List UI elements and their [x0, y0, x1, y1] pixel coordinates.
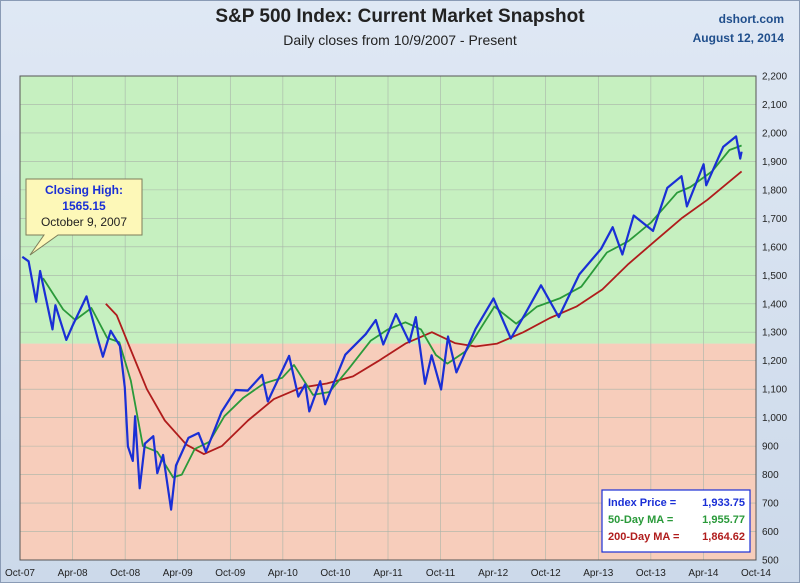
- source-block: dshort.com August 12, 2014: [693, 10, 784, 48]
- x-tick-label: Apr-13: [583, 568, 613, 579]
- callout-title: Closing High:: [45, 183, 123, 197]
- legend-label-50-day-ma: 50-Day MA =: [608, 514, 673, 526]
- y-tick-label: 1,200: [762, 356, 787, 367]
- y-tick-label: 500: [762, 556, 779, 567]
- x-tick-label: Oct-07: [5, 568, 35, 579]
- x-tick-label: Apr-11: [373, 568, 403, 579]
- y-tick-label: 1,800: [762, 185, 787, 196]
- x-tick-label: Apr-12: [478, 568, 508, 579]
- y-tick-label: 1,400: [762, 299, 787, 310]
- axes: 500 600 700 800 900 1,000 1,100 1,200 1,300 1,400…: [5, 72, 787, 580]
- y-tick-label: 2,000: [762, 128, 787, 139]
- x-tick-label: Apr-14: [688, 568, 718, 579]
- legend-label-200-day-ma: 200-Day MA =: [608, 531, 679, 543]
- y-tick-label: 1,700: [762, 214, 787, 225]
- y-tick-label: 1,900: [762, 157, 787, 168]
- x-tick-label: Apr-09: [163, 568, 193, 579]
- x-tick-label: Oct-10: [320, 568, 350, 579]
- legend-box: [601, 489, 751, 553]
- source-site: dshort.com: [718, 12, 784, 26]
- x-tick-label: Oct-14: [741, 568, 771, 579]
- chart-subtitle: Daily closes from 10/9/2007 - Present: [283, 32, 517, 48]
- y-tick-label: 1,600: [762, 242, 787, 253]
- legend-value-200-day-ma: 1,864.62: [702, 531, 745, 543]
- x-tick-label: Oct-09: [215, 568, 245, 579]
- legend: Index Price = 1,933.75 50-Day MA = 1,955…: [601, 489, 751, 553]
- legend-label-index-price: Index Price =: [608, 497, 676, 509]
- x-tick-label: Apr-10: [268, 568, 298, 579]
- y-tick-label: 1,100: [762, 385, 787, 396]
- series-line-index-price: [21, 135, 743, 511]
- series-line-200-day-ma: [105, 170, 743, 455]
- series-line-50-day-ma: [42, 144, 742, 479]
- y-tick-label: 700: [762, 499, 779, 510]
- y-tick-label: 1,500: [762, 271, 787, 282]
- callout-value: 1565.15: [62, 199, 106, 213]
- callout-bubble: [25, 178, 143, 256]
- y-tick-label: 600: [762, 527, 779, 538]
- y-tick-label: 2,100: [762, 100, 787, 111]
- x-tick-label: Apr-08: [58, 568, 88, 579]
- legend-value-index-price: 1,933.75: [702, 497, 745, 509]
- closing-high-callout: Closing High: 1565.15 October 9, 2007: [25, 178, 143, 256]
- x-tick-label: Oct-08: [110, 568, 140, 579]
- chart-title: S&P 500 Index: Current Market Snapshot: [215, 6, 585, 27]
- x-tick-label: Oct-12: [531, 568, 561, 579]
- plot-border: [19, 75, 757, 561]
- y-tick-label: 2,200: [762, 72, 787, 83]
- series-group: [21, 135, 743, 511]
- y-tick-label: 1,000: [762, 413, 787, 424]
- legend-value-50-day-ma: 1,955.77: [702, 514, 745, 526]
- y-tick-label: 1,300: [762, 328, 787, 339]
- y-tick-label: 800: [762, 470, 779, 481]
- y-tick-label: 900: [762, 442, 779, 453]
- x-tick-label: Oct-11: [426, 568, 456, 579]
- source-date: August 12, 2014: [692, 31, 784, 45]
- x-tick-label: Oct-13: [636, 568, 666, 579]
- callout-date: October 9, 2007: [41, 215, 127, 229]
